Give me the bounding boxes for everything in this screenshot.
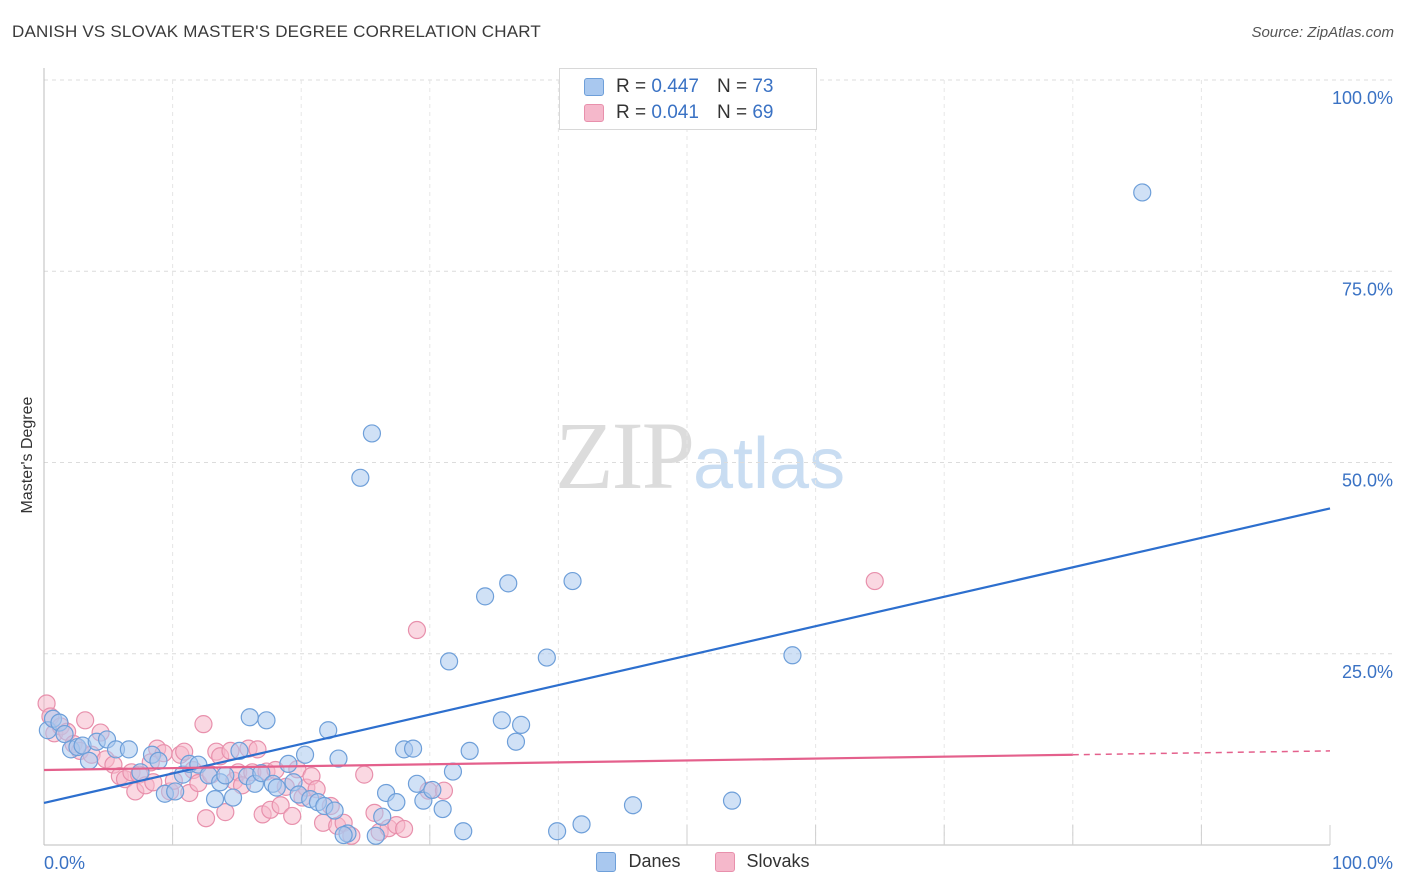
danes-point-64 — [506, 732, 526, 751]
danes-point-69 — [572, 815, 591, 834]
slovaks-point-34 — [216, 803, 235, 822]
danes-point-65 — [512, 715, 531, 734]
danes-point-58 — [443, 762, 463, 781]
slovaks-legend-swatch — [714, 851, 735, 872]
slovaks-r-label: R = — [616, 102, 647, 123]
danes-point-68 — [563, 571, 582, 591]
trend-lines — [43, 507, 1331, 804]
slovaks-r-value: 0.041 — [651, 102, 699, 123]
legend-row-slovaks: R = 0.041 N = 69 — [584, 100, 773, 126]
danes-trend-line — [43, 507, 1331, 804]
series-legend: Danes Slovaks — [0, 851, 1406, 872]
danes-point-41 — [325, 801, 344, 820]
danes-point-24 — [223, 788, 243, 807]
slovaks-point-68 — [865, 571, 884, 591]
y-tick-label-25: 25.0% — [1342, 662, 1393, 682]
danes-point-7 — [79, 751, 99, 770]
danes-point-14 — [149, 751, 168, 770]
watermark: ZIPatlas — [555, 400, 845, 511]
danes-point-61 — [475, 587, 495, 606]
danes-point-48 — [373, 807, 392, 826]
danes-point-11 — [119, 740, 138, 759]
legend-item-danes[interactable]: Danes — [596, 851, 681, 872]
danes-point-29 — [252, 763, 271, 783]
danes-point-60 — [460, 741, 479, 761]
danes-point-21 — [205, 789, 225, 809]
danes-n-label: N = — [716, 76, 748, 97]
danes-r-label: R = — [616, 76, 647, 97]
y-tick-label-50: 50.0% — [1342, 471, 1393, 491]
danes-point-46 — [362, 424, 382, 443]
danes-point-53 — [407, 774, 427, 793]
slovaks-trend-line — [43, 753, 1073, 772]
slovaks-point-64 — [394, 819, 414, 839]
danes-point-59 — [454, 822, 473, 841]
legend-row-danes: R = 0.447 N = 73 — [584, 74, 773, 100]
danes-legend-swatch — [596, 851, 617, 872]
slovaks-point-48 — [283, 806, 302, 826]
danes-point-16 — [166, 782, 185, 801]
danes-point-30 — [257, 711, 276, 730]
danes-r-value: 0.447 — [651, 76, 699, 97]
danes-n-value: 73 — [752, 76, 774, 97]
danes-point-67 — [548, 822, 567, 841]
danes-swatch — [584, 78, 604, 96]
y-tick-label-100: 100.0% — [1332, 88, 1393, 108]
danes-point-52 — [403, 739, 423, 758]
danes-point-3 — [55, 724, 74, 744]
slovaks-point-65 — [407, 620, 427, 640]
danes-point-62 — [492, 711, 511, 730]
danes-point-71 — [722, 791, 742, 810]
slovaks-legend-label: Slovaks — [746, 851, 810, 871]
slovaks-point-46 — [271, 796, 290, 815]
danes-point-63 — [499, 574, 518, 593]
danes-point-57 — [439, 652, 459, 671]
danes-point-47 — [366, 826, 385, 845]
chart-title: DANISH VS SLOVAK MASTER'S DEGREE CORRELA… — [12, 22, 542, 41]
watermark-zip: ZIP — [555, 402, 695, 509]
slovaks-swatch — [584, 104, 604, 122]
legend-item-slovaks[interactable]: Slovaks — [714, 851, 810, 872]
danes-point-12 — [131, 763, 150, 782]
danes-legend-label: Danes — [628, 851, 681, 871]
slovaks-point-7 — [76, 711, 95, 730]
danes-point-42 — [329, 749, 348, 768]
danes-point-70 — [623, 796, 643, 815]
tick-labels: 25.0% 50.0% 75.0% 100.0% 0.0% 100.0% — [44, 88, 1393, 873]
danes-point-55 — [423, 780, 442, 800]
stats-legend: R = 0.447 N = 73 R = 0.041 N = 69 — [559, 68, 817, 130]
danes-point-73 — [1133, 183, 1152, 202]
danes-point-23 — [216, 766, 235, 785]
danes-point-33 — [279, 754, 298, 774]
x-tick-label-100: 100.0% — [1332, 853, 1393, 873]
slovaks-point-29 — [194, 715, 213, 734]
slovaks-trend-extension — [1072, 750, 1331, 756]
danes-point-66 — [537, 648, 556, 667]
slovaks-point-30 — [196, 809, 216, 828]
danes-point-50 — [387, 793, 406, 812]
x-tick-label-0: 0.0% — [44, 853, 85, 873]
watermark-atlas: atlas — [693, 424, 846, 504]
danes-point-44 — [334, 825, 353, 845]
danes-point-36 — [295, 745, 315, 764]
y-tick-label-75: 75.0% — [1342, 279, 1393, 299]
danes-point-45 — [351, 468, 370, 487]
danes-point-32 — [267, 778, 286, 797]
slovaks-n-label: N = — [716, 102, 748, 123]
slovaks-n-value: 69 — [752, 102, 774, 123]
slovaks-point-59 — [355, 765, 374, 784]
danes-points — [38, 183, 1152, 845]
grid-lines — [44, 79, 1394, 845]
danes-point-56 — [433, 799, 452, 819]
danes-point-25 — [230, 741, 249, 761]
danes-point-27 — [240, 708, 259, 727]
danes-point-72 — [783, 646, 802, 665]
source-label: Source: ZipAtlas.com — [1251, 24, 1394, 41]
